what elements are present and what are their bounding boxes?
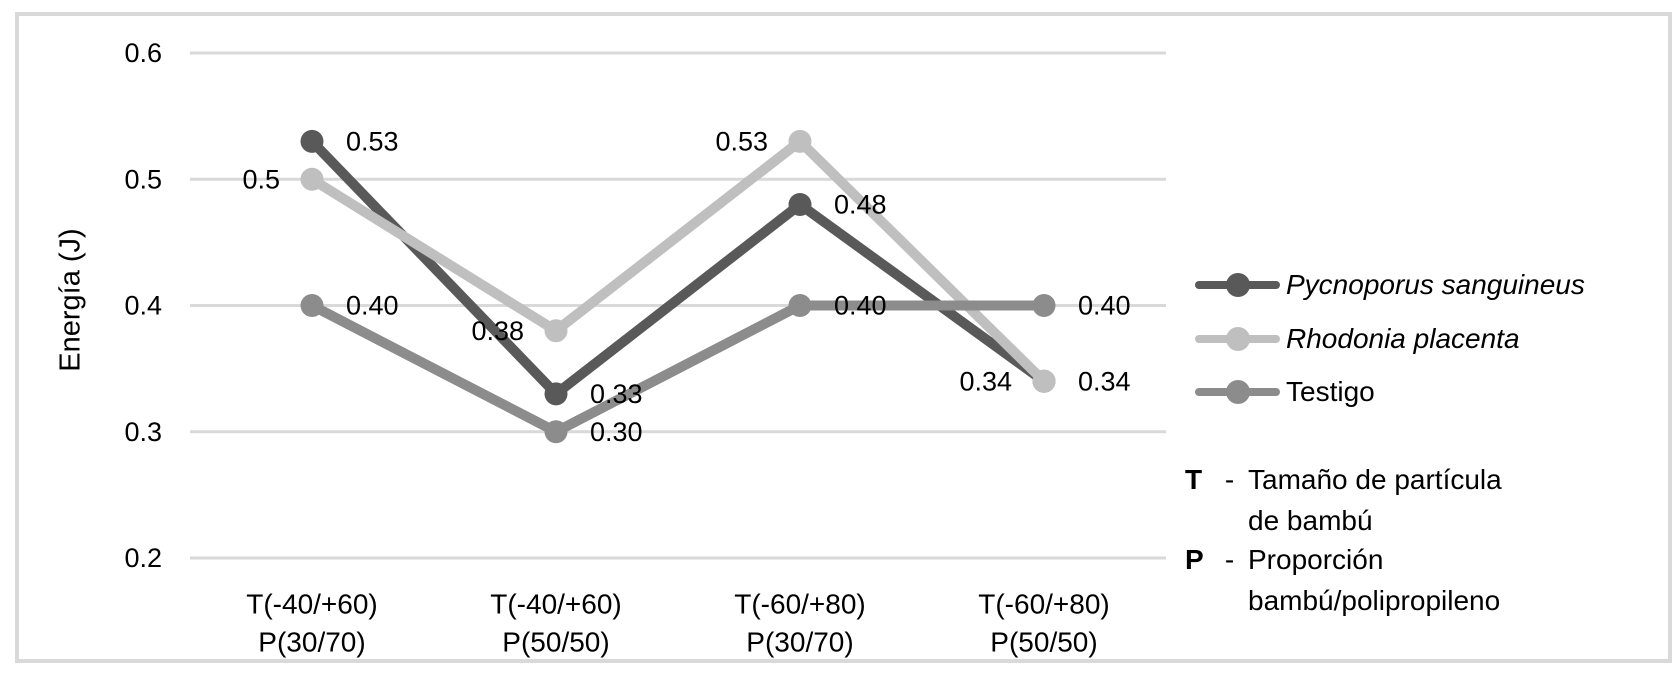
data-point xyxy=(544,382,568,406)
data-point xyxy=(300,129,324,153)
y-tick-label: 0.2 xyxy=(124,543,162,573)
data-label: 0.48 xyxy=(834,190,887,220)
legend-dot-icon xyxy=(1225,273,1250,297)
data-point xyxy=(300,294,324,317)
y-tick-label: 0.5 xyxy=(124,164,162,194)
data-point xyxy=(788,193,812,216)
y-tick-label: 0.4 xyxy=(124,291,162,321)
data-point xyxy=(544,319,568,343)
x-category-label: T(-40/+60) xyxy=(246,589,378,620)
data-point xyxy=(544,420,568,444)
data-label: 0.53 xyxy=(346,126,399,156)
data-label: 0.40 xyxy=(1078,291,1131,321)
x-category-label: T(-40/+60) xyxy=(490,589,622,620)
annotation-text: Proporción bambú/polipropileno xyxy=(1248,539,1500,621)
data-label: 0.33 xyxy=(590,379,643,409)
legend-item: Pycnoporus sanguineus xyxy=(1195,269,1585,300)
annotation-separator: - xyxy=(1224,464,1235,495)
legend-label: Pycnoporus sanguineus xyxy=(1286,269,1585,300)
data-point xyxy=(1032,369,1056,393)
x-category-label: P(30/70) xyxy=(258,627,365,658)
y-tick-label: 0.3 xyxy=(124,417,162,447)
legend-line-marker xyxy=(1195,273,1280,297)
legend-item: Testigo xyxy=(1195,376,1375,407)
x-category-label: P(50/50) xyxy=(502,627,609,658)
legend-item: Rhodonia placenta xyxy=(1195,323,1520,354)
annotation-separator: - xyxy=(1224,544,1235,575)
chart-border xyxy=(15,12,1672,663)
legend-line-marker xyxy=(1195,380,1280,404)
annotation-line: Tamaño de partícula xyxy=(1248,464,1502,495)
data-label: 0.40 xyxy=(346,291,399,321)
y-axis-title: Energía (J) xyxy=(54,228,87,372)
series-line xyxy=(307,136,1049,399)
legend-dot-icon xyxy=(1225,380,1250,404)
data-point xyxy=(788,294,812,317)
series-line xyxy=(307,300,1049,437)
axis-key-annotation-T: T - Tamaño de partícula de bambú xyxy=(1185,459,1502,541)
axis-key-annotation-P: P - Proporción bambú/polipropileno xyxy=(1185,539,1500,621)
data-label: 0.38 xyxy=(471,316,524,346)
data-point xyxy=(1032,294,1056,317)
x-category-label: T(-60/+80) xyxy=(978,589,1110,620)
data-label: 0.53 xyxy=(715,126,768,156)
x-category-label: T(-60/+80) xyxy=(734,589,866,620)
data-point xyxy=(788,129,812,153)
data-label: 0.34 xyxy=(1078,366,1131,396)
legend-line-marker xyxy=(1195,327,1280,351)
legend-dot-icon xyxy=(1225,327,1250,351)
data-label: 0.34 xyxy=(959,366,1012,396)
annotation-key: T xyxy=(1185,464,1203,495)
legend-label: Rhodonia placenta xyxy=(1286,323,1520,354)
data-point xyxy=(300,167,324,191)
data-label: 0.5 xyxy=(242,164,280,194)
data-label: 0.40 xyxy=(834,291,887,321)
data-label: 0.30 xyxy=(590,417,643,447)
y-tick-label: 0.6 xyxy=(124,38,162,68)
annotation-line: bambú/polipropileno xyxy=(1248,585,1501,616)
annotation-text: Tamaño de partícula de bambú xyxy=(1248,459,1502,541)
x-category-label: P(50/50) xyxy=(990,627,1097,658)
annotation-key: P xyxy=(1185,544,1204,575)
x-category-label: P(30/70) xyxy=(746,627,853,658)
annotation-line: Proporción xyxy=(1248,544,1384,575)
series-line xyxy=(307,136,1049,387)
annotation-line: de bambú xyxy=(1248,505,1373,536)
legend-label: Testigo xyxy=(1286,376,1375,407)
